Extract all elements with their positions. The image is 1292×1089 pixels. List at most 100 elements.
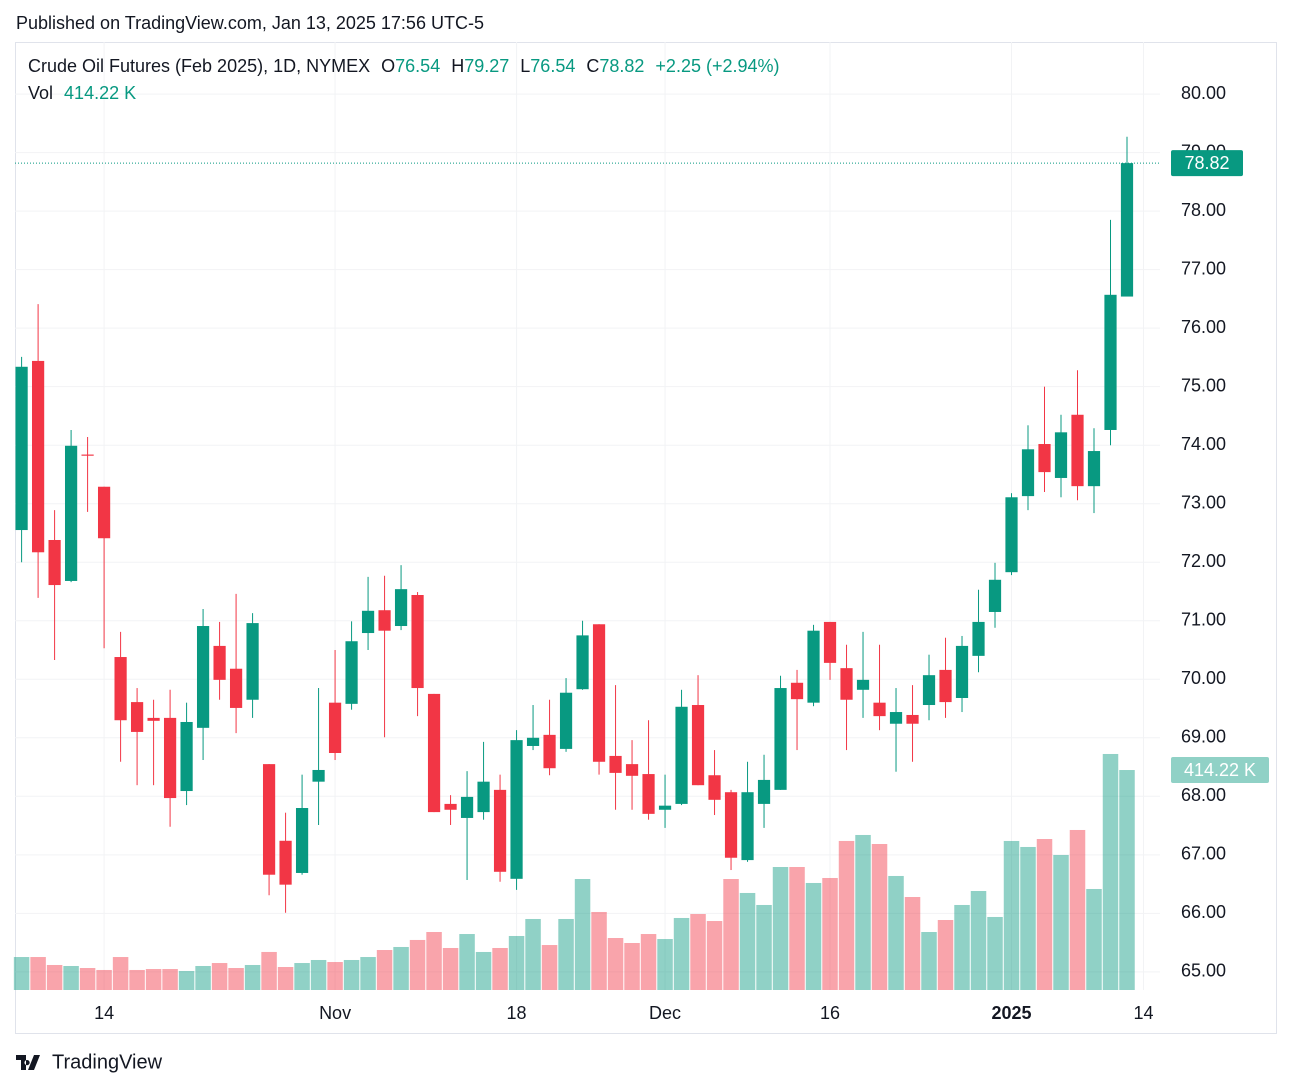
candle-body [180, 721, 193, 792]
candle-body [757, 779, 771, 804]
volume-bar [789, 866, 805, 990]
candle-body [889, 712, 903, 724]
volume-value: 414.22 K [64, 83, 136, 103]
candle-body [130, 702, 144, 732]
volume-bar [954, 904, 970, 990]
volume-bar [805, 882, 822, 990]
candle-body [823, 621, 837, 663]
chart-frame [15, 42, 1277, 1034]
volume-bar [871, 844, 888, 990]
volume-bar [162, 969, 178, 990]
candle-body [658, 805, 672, 810]
legend-change: +2.25 (+2.94%) [655, 56, 779, 76]
y-tick-label: 67.00 [1181, 844, 1226, 864]
volume-bar [376, 950, 393, 990]
grid [15, 42, 1160, 990]
volume-bar [211, 963, 228, 990]
candle-body [840, 668, 853, 700]
volume-bar [1020, 846, 1036, 990]
x-tick-label: Dec [649, 1003, 681, 1023]
candle-body [691, 705, 705, 786]
candle-body [97, 486, 111, 539]
volume-bar [657, 939, 673, 990]
published-note: Published on TradingView.com, Jan 13, 20… [16, 13, 484, 33]
candle-body [477, 781, 490, 813]
candle-body [1005, 497, 1018, 573]
y-tick-label: 65.00 [1181, 961, 1226, 981]
volume-bar [13, 957, 30, 990]
candle-body [576, 635, 589, 690]
candle-body [625, 764, 639, 776]
volume-bar [1053, 854, 1069, 990]
legend-low-label: L [520, 56, 530, 76]
legend-low: 76.54 [530, 56, 575, 76]
candle-body [81, 454, 94, 456]
volume-bar [178, 970, 195, 990]
candle-body [873, 702, 886, 717]
brand-logo: TradingView [16, 1051, 163, 1073]
volume-bar [1119, 770, 1135, 990]
candle-body [642, 774, 655, 814]
candle-body [64, 445, 78, 581]
volume-bar [79, 968, 96, 990]
y-tick-label: 78.00 [1181, 200, 1226, 220]
candle-body [31, 360, 45, 553]
logo-icon [16, 1055, 40, 1070]
candle-body [246, 623, 259, 700]
volume-bar [492, 947, 508, 990]
y-tick-label: 73.00 [1181, 492, 1226, 512]
volume-bar [228, 968, 244, 990]
candle-body [378, 610, 391, 631]
volume-bar [360, 957, 376, 990]
legend-close: 78.82 [599, 56, 644, 76]
volume-bar [442, 947, 459, 990]
volume-bar [129, 969, 145, 990]
candle-body [807, 630, 820, 703]
candle-body [988, 579, 1002, 612]
y-tick-label: 71.00 [1181, 609, 1226, 629]
volume-bar [244, 964, 261, 990]
volume-bar [343, 959, 360, 990]
candle-body [510, 740, 523, 879]
candle-body [1120, 163, 1134, 297]
x-tick-label: 18 [507, 1003, 527, 1023]
candle-body [741, 792, 754, 861]
volume-bar [459, 934, 475, 990]
candle-body [493, 789, 507, 872]
volume-bar [624, 942, 640, 990]
volume-bar [1086, 888, 1102, 990]
volume-bar [30, 957, 46, 990]
candle-body [526, 737, 540, 746]
candle-body [592, 624, 606, 762]
volume-bar [1069, 829, 1086, 990]
y-tick-label: 68.00 [1181, 785, 1226, 805]
candle-body [1071, 414, 1084, 487]
y-tick-label: 77.00 [1181, 258, 1226, 278]
symbol-title: Crude Oil Futures (Feb 2025), 1D, NYMEX [28, 56, 370, 76]
candle-body [328, 702, 342, 753]
candle-body [543, 734, 556, 769]
candle-body [922, 675, 936, 706]
candle-body [609, 755, 622, 773]
volume-bar [706, 921, 723, 990]
volume-bar [822, 877, 838, 990]
candle-body [114, 657, 127, 721]
volume-bar [970, 891, 987, 990]
volume-bar [756, 904, 772, 990]
volume-bar [541, 945, 558, 990]
volume-pane [13, 753, 1135, 990]
x-tick-label: 14 [94, 1003, 114, 1023]
x-tick-label: 14 [1133, 1003, 1153, 1023]
candle-body [163, 717, 177, 799]
candle-body [427, 693, 441, 813]
volume-bar [475, 951, 492, 990]
volume-bar [1102, 753, 1119, 990]
volume-bar [112, 957, 129, 990]
candle-body [279, 840, 292, 885]
candle-body [361, 610, 375, 634]
volume-bar [574, 879, 591, 990]
y-tick-label: 69.00 [1181, 727, 1226, 747]
candle-body [1104, 294, 1117, 430]
volume-bar [96, 969, 112, 990]
candle-body [345, 641, 358, 704]
